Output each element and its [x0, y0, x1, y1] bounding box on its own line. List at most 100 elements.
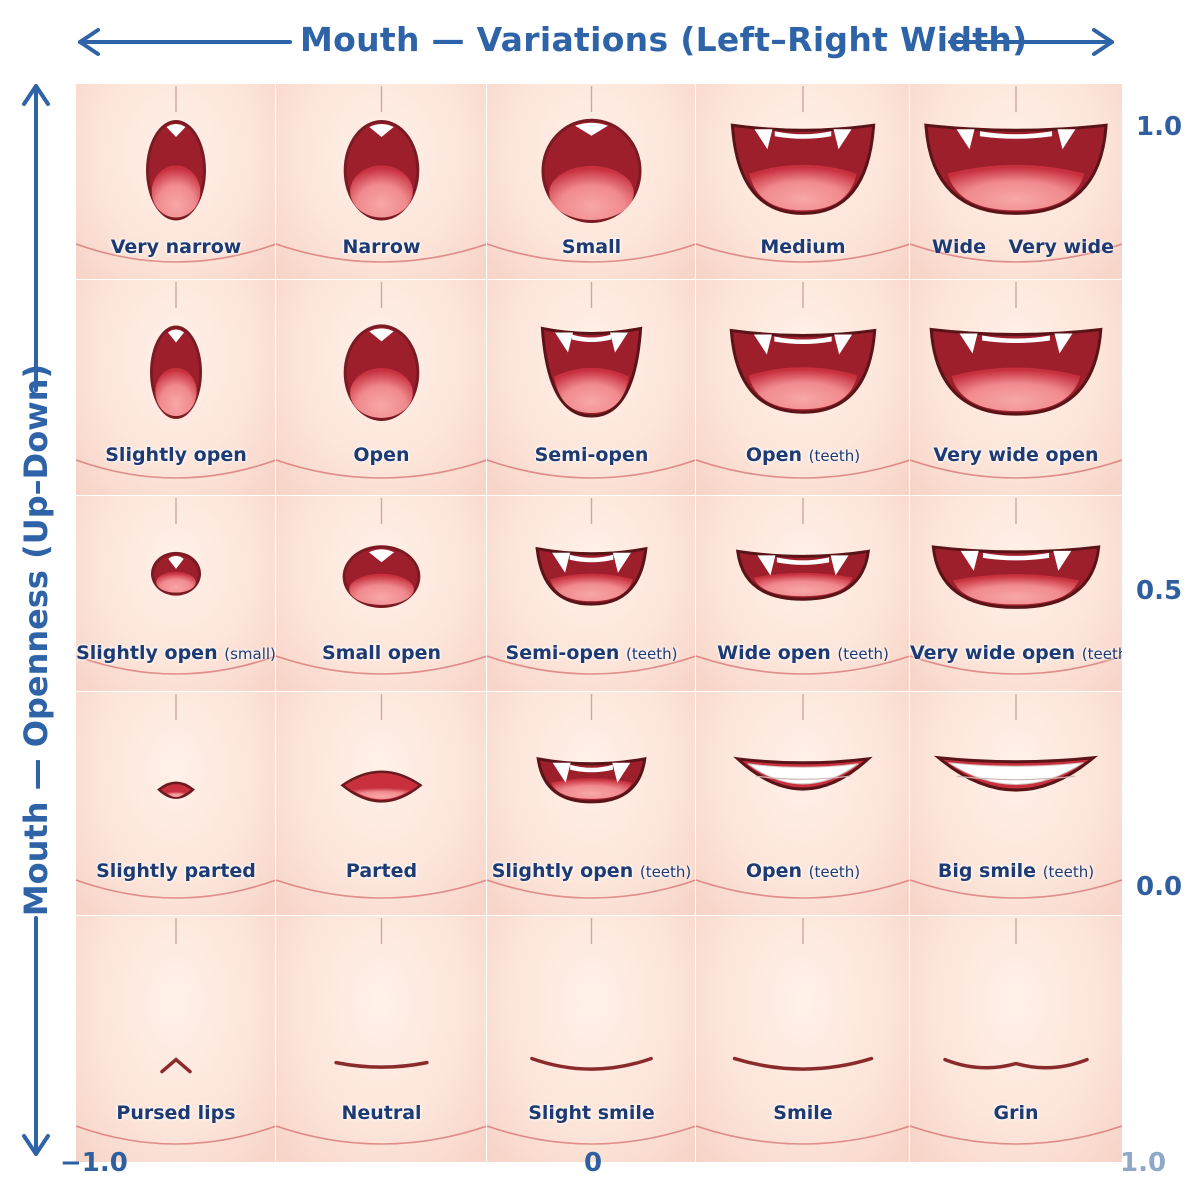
x-arrow-left-head-icon — [78, 28, 100, 56]
mouth-illustration — [76, 498, 276, 675]
mouth-label-main: Slightly parted — [96, 860, 256, 882]
chin-line — [76, 1125, 276, 1145]
mouth-open — [541, 118, 642, 223]
x-tick-left: −1.0 — [60, 1148, 128, 1178]
mouth-open — [536, 756, 647, 804]
teeth-row — [747, 763, 859, 785]
fang-icon — [753, 334, 772, 355]
mouth-illustration — [487, 86, 696, 263]
y-arrow-bottom-head-icon — [22, 1134, 50, 1156]
mouth-open — [343, 120, 420, 221]
fang-icon — [552, 762, 571, 783]
mouth-open — [343, 324, 420, 421]
mouth-label: Slightly parted — [76, 860, 276, 882]
mouth-label: Wide — [932, 236, 986, 258]
mouth-label: Very wide open — [910, 444, 1122, 466]
mouth-label: Very narrow — [76, 236, 276, 258]
chin-line — [910, 879, 1122, 899]
fang-icon — [1054, 333, 1073, 354]
mouth-label: Slightly open — [76, 444, 276, 466]
mouth-cell: Slightly parted — [75, 691, 277, 917]
mouth-label-main: Slightly open — [491, 860, 634, 882]
mouth-cell: Open (teeth) — [695, 279, 911, 497]
mouth-label-main: Small — [561, 236, 622, 258]
chin-line — [910, 459, 1122, 479]
mouth-open — [924, 123, 1108, 215]
x-tick-right: 1.0 — [1120, 1148, 1167, 1178]
mouth-open — [931, 545, 1101, 609]
mouth-label: Small — [487, 236, 696, 258]
mouth-open — [729, 328, 877, 414]
mouth-illustration — [276, 498, 487, 675]
mouth-open — [730, 123, 876, 215]
mouth-label-main: Small open — [321, 642, 441, 664]
mouth-cell: Semi-open (teeth) — [486, 495, 697, 693]
fang-icon — [956, 129, 975, 150]
mouth-label-main: Open — [745, 444, 803, 466]
mouth-label-main: Medium — [760, 236, 846, 258]
mouth-label: Very wide open (teeth) — [910, 642, 1122, 664]
mouth-cell: Neutral — [275, 915, 488, 1163]
teeth-row — [571, 334, 612, 342]
mouth-line — [334, 1060, 429, 1069]
chin-line — [276, 655, 487, 675]
x-tick-center: 0 — [584, 1148, 603, 1178]
mouth-grid: Very narrow Narrow Small Medium Wide Very wid… — [75, 83, 1123, 1163]
chin-line — [276, 879, 487, 899]
chin-line — [76, 879, 276, 899]
mouth-cell: Semi-open — [486, 279, 697, 497]
chin-line — [487, 879, 696, 899]
chin-line — [910, 655, 1122, 675]
mouth-illustration — [910, 282, 1122, 479]
mouth-label-main: Slightly open — [105, 444, 247, 466]
teeth-row — [979, 131, 1053, 139]
mouth-illustration — [487, 694, 696, 899]
mouth-label-main: Semi-open — [505, 642, 620, 664]
chin-line — [76, 459, 276, 479]
mouth-illustration — [76, 86, 276, 263]
fang-icon — [554, 332, 573, 353]
mouth-label: Narrow — [276, 236, 487, 258]
mouth-label: Semi-open (teeth) — [487, 642, 696, 664]
mouth-illustration — [487, 498, 696, 675]
mouth-illustration — [76, 694, 276, 899]
tooth-icon — [369, 124, 394, 138]
teeth-row — [774, 131, 832, 139]
x-axis-title-block: Mouth — Variations (Left–Right Width) — [0, 14, 1200, 70]
mouth-label: Big smile (teeth) — [910, 860, 1122, 882]
chin-line — [487, 243, 696, 263]
chin-line — [487, 655, 696, 675]
chin-line — [276, 1125, 487, 1145]
fang-icon — [833, 129, 852, 150]
mouth-label-secondary: Very wide — [1008, 236, 1114, 258]
mouth-label: Medium — [696, 236, 910, 258]
tooth-icon — [369, 328, 394, 342]
mouth-cell: Wide Very wide — [909, 83, 1123, 281]
fang-icon — [830, 555, 849, 576]
y-arrow-top-head-icon — [22, 84, 50, 106]
mouth-open — [540, 326, 643, 418]
mouth-label-main: Open — [745, 860, 803, 882]
mouth-label-main: Pursed lips — [116, 1102, 236, 1124]
mouth-cell: Very wide open (teeth) — [909, 495, 1123, 693]
fang-icon — [1057, 129, 1076, 150]
chin-line — [276, 459, 487, 479]
mouth-label-main: Smile — [773, 1102, 833, 1124]
chin-line — [696, 459, 910, 479]
fang-icon — [612, 762, 631, 783]
mouth-label-main: Slight smile — [528, 1102, 655, 1124]
mouth-label: Wide open (teeth) — [696, 642, 910, 664]
mouth-cell: Pursed lips — [75, 915, 277, 1163]
mouth-cell: Medium — [695, 83, 911, 281]
fang-icon — [612, 552, 631, 573]
tooth-icon — [166, 124, 186, 138]
mouth-illustration — [910, 918, 1122, 1145]
mouth-cell: Wide open (teeth) — [695, 495, 911, 693]
mouth-grin — [933, 755, 1099, 792]
mouth-illustration — [76, 282, 276, 479]
mouth-label-main: Wide open — [717, 642, 831, 664]
mouth-label-main: Grin — [993, 1102, 1039, 1124]
y-tick-top: 1.0 — [1136, 112, 1183, 142]
teeth-row — [774, 336, 832, 344]
mouth-illustration — [696, 694, 910, 899]
